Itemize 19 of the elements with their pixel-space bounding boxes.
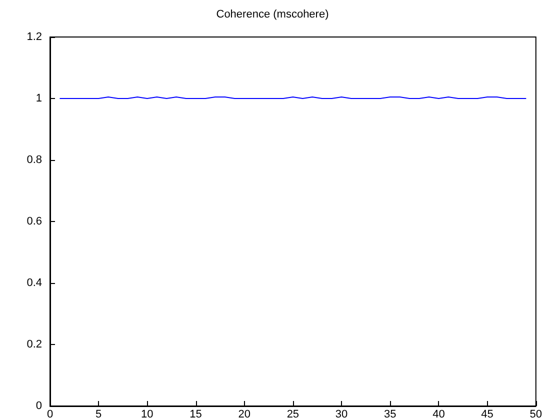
y-tick-label: 0.2 [26,338,42,350]
y-tick-label: 0.6 [26,216,42,228]
x-tick-label: 50 [530,408,542,420]
y-tick-label: 1.2 [26,31,42,43]
chart-title: Coherence (mscohere) [216,8,329,20]
x-tick-label: 45 [481,408,494,420]
y-tick-label: 0.8 [26,154,42,166]
x-tick-label: 30 [335,408,348,420]
y-tick-label: 1 [36,92,42,104]
x-tick-label: 5 [96,408,102,420]
x-tick-label: 40 [432,408,445,420]
x-tick-label: 20 [238,408,250,420]
x-tick-label: 10 [141,408,154,420]
y-tick-label: 0 [36,400,42,412]
x-tick-label: 25 [286,408,300,420]
x-tick-label: 15 [190,408,202,420]
x-tick-label: 35 [384,408,396,420]
y-tick-label: 0.4 [26,277,42,289]
x-tick-label: 0 [46,408,54,420]
